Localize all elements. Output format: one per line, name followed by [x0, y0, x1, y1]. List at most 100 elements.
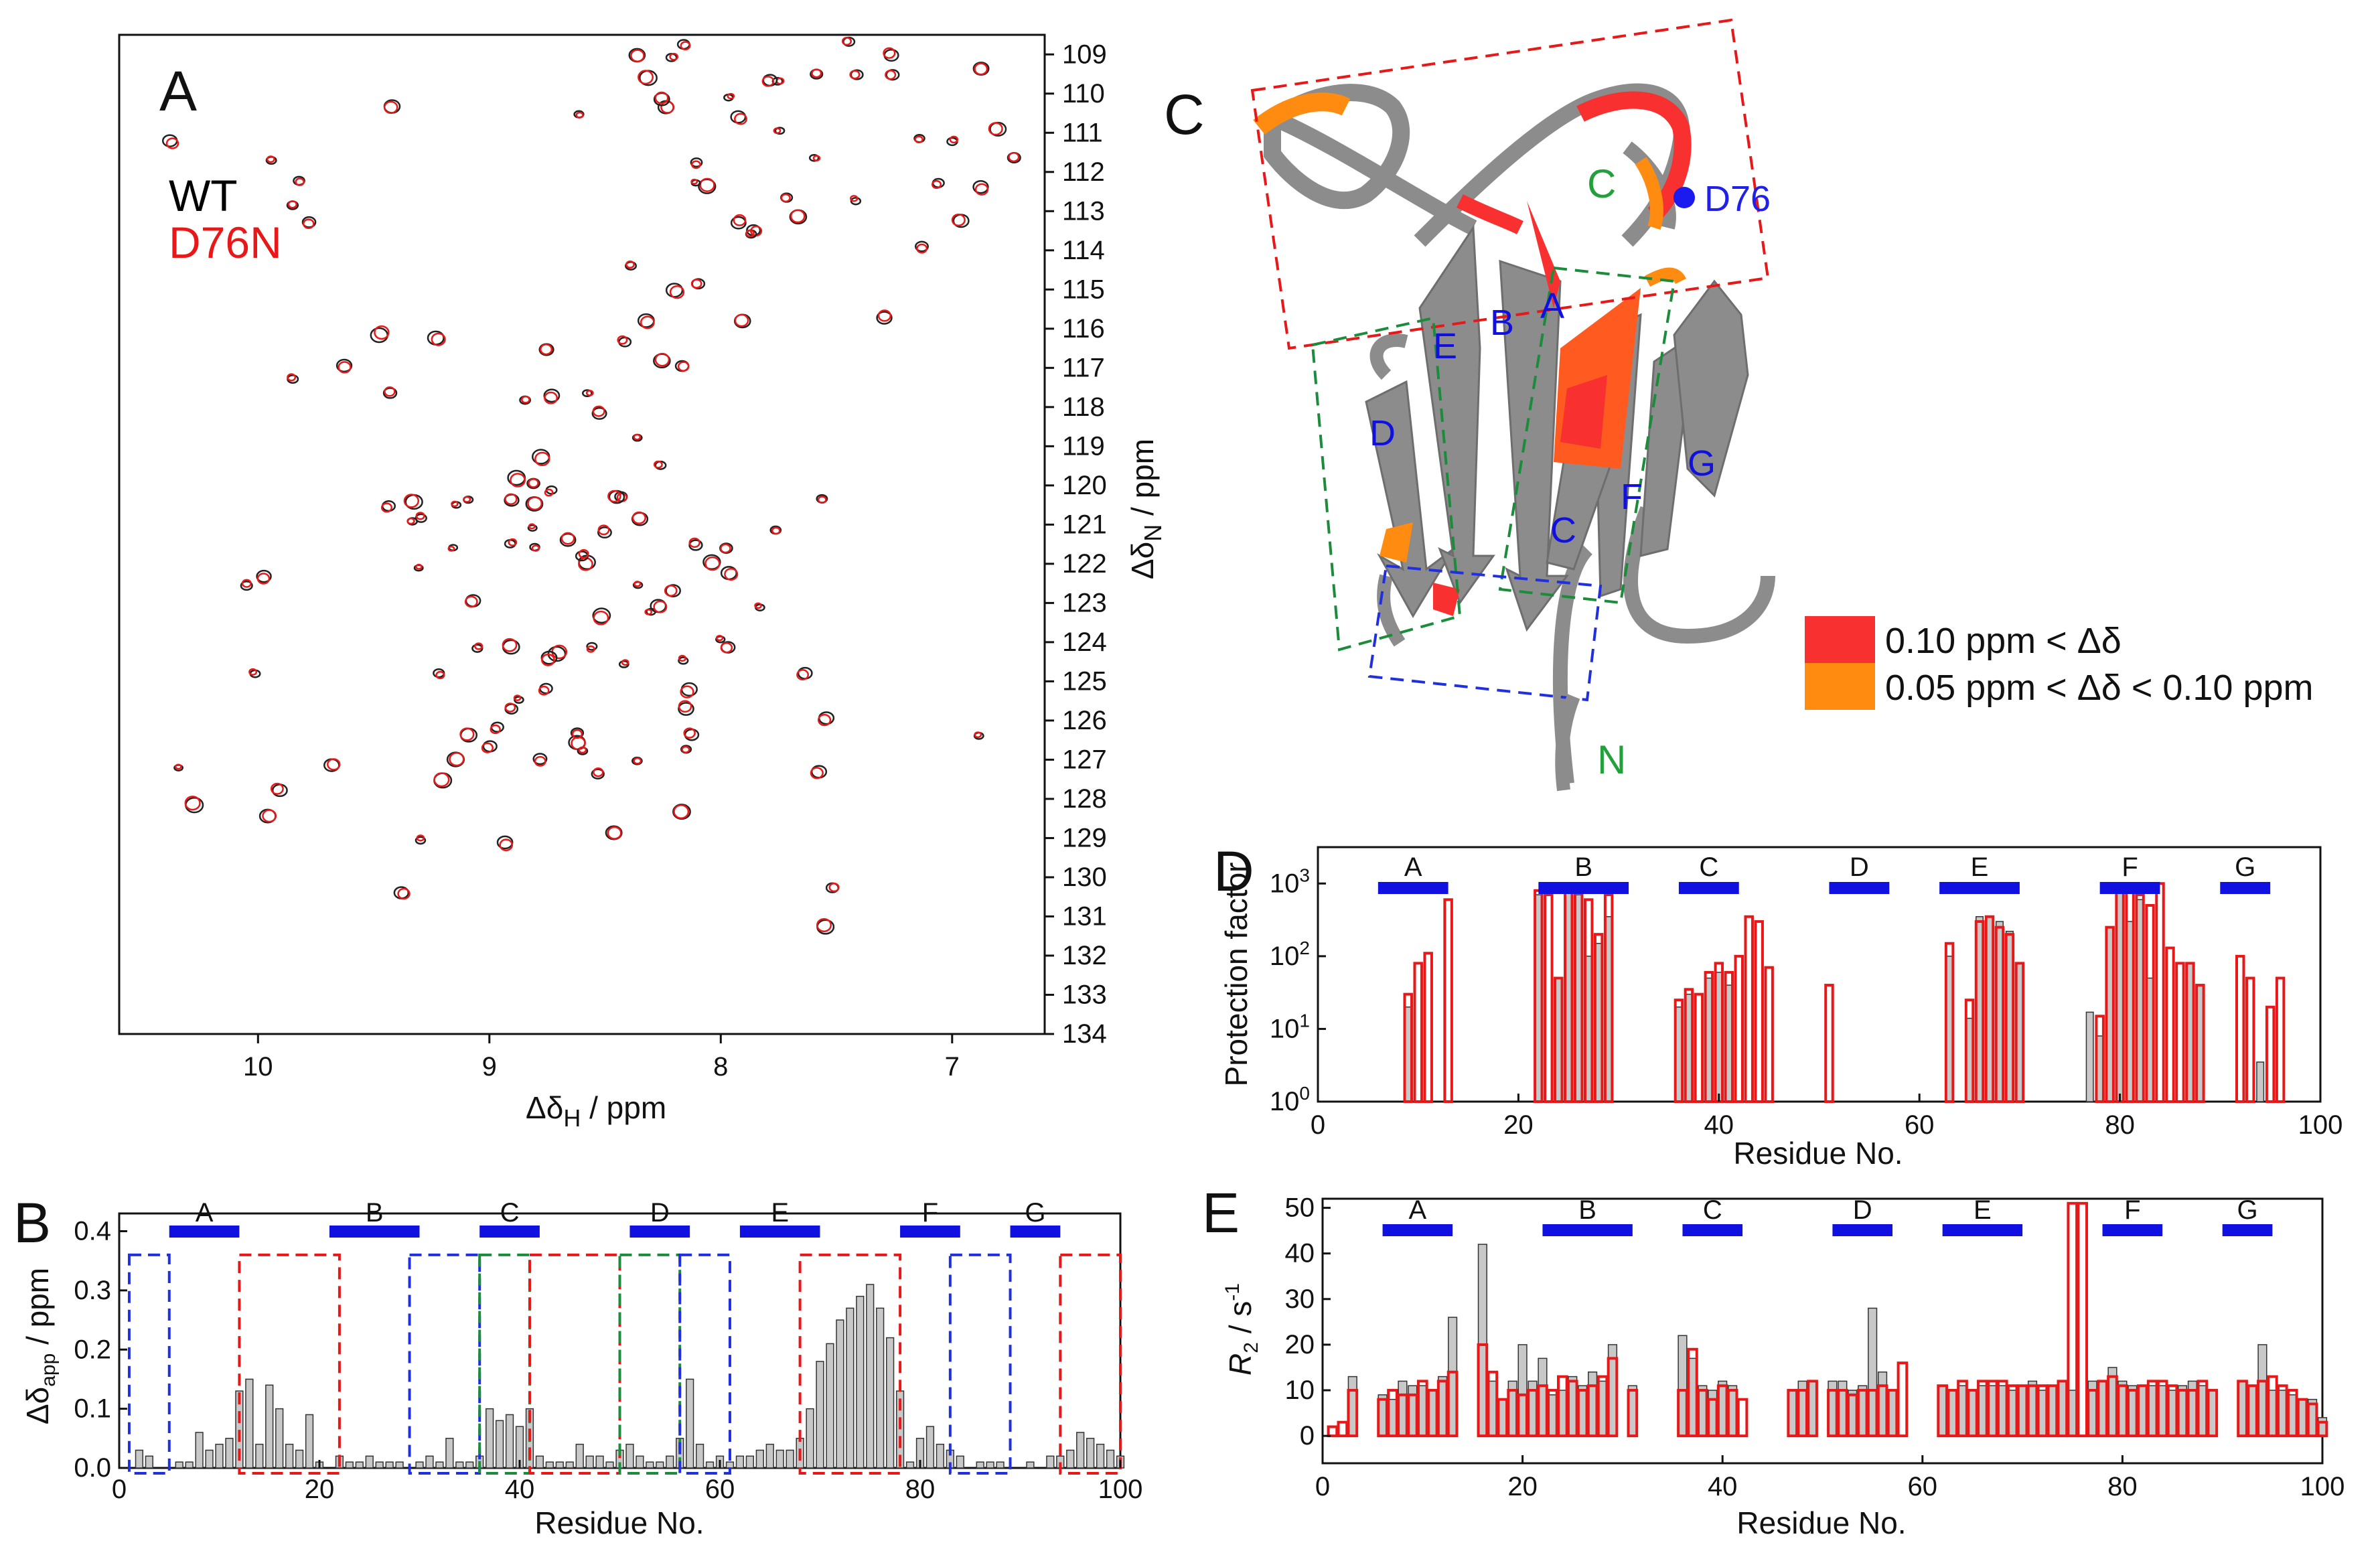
- d76n-bar: [1947, 1389, 1958, 1438]
- panel-e-x-title: Residue No.: [1736, 1505, 1906, 1540]
- strand-name: G: [1025, 1198, 1045, 1228]
- d76n-peak: [780, 193, 791, 203]
- d76n-peak: [633, 757, 642, 765]
- d76n-peak: [473, 642, 484, 650]
- d76n-peak: [374, 325, 390, 340]
- d76n-bar: [2276, 1384, 2288, 1438]
- region-box-red: [1059, 1253, 1122, 1475]
- d76n-bar: [1497, 1398, 1509, 1438]
- d76n-peak: [654, 91, 669, 104]
- residue-bar: [986, 1461, 994, 1469]
- d76n-bar: [1694, 992, 1704, 1103]
- y-tick-label: 133: [1062, 980, 1107, 1009]
- d76n-bar: [1446, 1370, 1459, 1438]
- d76n-peak: [256, 573, 271, 585]
- d76n-bar: [1527, 1389, 1538, 1438]
- d76n-bar: [2146, 1380, 2158, 1438]
- d76n-peak: [397, 887, 411, 900]
- d76n-bar: [1413, 962, 1423, 1103]
- d76n-bar: [1726, 1389, 1738, 1438]
- d76n-bar: [1964, 998, 1975, 1103]
- panel-a-x-ticks: 10 9 8 7: [243, 1034, 960, 1082]
- d76n-bar: [2245, 976, 2255, 1103]
- c-terminus-label: C: [1587, 161, 1616, 206]
- residue-bar: [625, 1443, 634, 1469]
- x-tick-label: 20: [305, 1475, 335, 1504]
- panel-b-label: B: [13, 1191, 51, 1254]
- residue-bar: [495, 1420, 504, 1469]
- strand-label-a: A: [1540, 286, 1564, 326]
- wt-peak: [592, 607, 611, 624]
- wt-peak: [808, 154, 820, 162]
- panel-c-green-box-left: [1311, 316, 1462, 652]
- d76n-peak: [262, 809, 277, 823]
- residue-bar: [745, 1455, 754, 1469]
- d76n-bar: [1554, 976, 1564, 1103]
- strand-name: E: [1974, 1195, 1992, 1225]
- d76n-peak: [625, 261, 635, 269]
- d76n-bar: [1603, 893, 1614, 1103]
- y-tick-label: 114: [1062, 236, 1105, 265]
- strand-label-e: E: [1433, 326, 1457, 366]
- d76n-bar: [2047, 1384, 2059, 1438]
- residue-bar: [245, 1378, 254, 1469]
- x-tick-label: 10: [243, 1052, 273, 1082]
- d76n-peak: [720, 642, 733, 654]
- wt-peak: [415, 513, 427, 523]
- d76n-bar: [1596, 1375, 1609, 1438]
- strand-name: G: [2237, 1195, 2257, 1225]
- panel-d-x-ticks: 0 20 40 60 80 100: [1311, 1094, 2342, 1140]
- residue-bar: [1066, 1449, 1075, 1469]
- residue-bar: [976, 1461, 984, 1469]
- x-tick-label: 40: [1708, 1472, 1738, 1501]
- d76n-peak: [734, 313, 749, 327]
- y-tick-label: 40: [1285, 1239, 1315, 1268]
- d76n-peak: [790, 209, 806, 224]
- wt-peak: [240, 581, 253, 591]
- d76n-bar: [1797, 1389, 1808, 1438]
- legend-swatch-red: [1805, 616, 1875, 663]
- d76n-bar: [2077, 1201, 2089, 1438]
- residue-bar: [345, 1461, 354, 1469]
- residue-bar: [1076, 1432, 1085, 1469]
- y-tick-base: 10: [1270, 942, 1300, 971]
- y-tick-label: 123: [1062, 588, 1107, 617]
- strand-bar: [2220, 882, 2271, 894]
- residue-bar: [846, 1307, 854, 1469]
- d76n-bar: [1967, 1389, 1978, 1438]
- legend-wt: WT: [169, 171, 238, 220]
- strand-label-c: C: [1550, 510, 1576, 550]
- residue-bar: [385, 1461, 394, 1469]
- d76n-peak: [403, 494, 419, 508]
- wt-peak: [690, 157, 703, 168]
- residue-bar: [305, 1414, 314, 1469]
- d76n-peak: [974, 183, 989, 196]
- residue-bar: [425, 1455, 434, 1469]
- d76n-peak: [607, 490, 621, 503]
- region-box-green: [618, 1253, 682, 1475]
- wt-peak: [256, 569, 272, 583]
- panel-d-frame: [1317, 846, 2322, 1103]
- residue-bar: [365, 1455, 374, 1469]
- d76n-peak: [447, 545, 455, 552]
- d76n-bar: [1327, 1425, 1339, 1438]
- wt-peak: [774, 127, 786, 135]
- strand-bar: [1678, 882, 1739, 894]
- d76n-bar: [2265, 1005, 2276, 1104]
- y-tick-label: 117: [1062, 353, 1105, 382]
- d76n-bar: [1397, 1393, 1408, 1438]
- residue-bar: [445, 1438, 454, 1469]
- y-tick-base: 10: [1270, 1014, 1300, 1043]
- d76n-peak: [531, 544, 540, 552]
- y-tick-label: 130: [1062, 863, 1107, 892]
- d76n-peak: [734, 113, 747, 125]
- d76n-peak: [415, 512, 425, 520]
- wt-peak: [471, 644, 484, 653]
- residue-bar: [836, 1319, 844, 1469]
- d76n-bar: [1403, 992, 1413, 1103]
- d76n-bar: [2006, 1384, 2018, 1438]
- strand-bar: [1832, 1224, 1893, 1236]
- d76n-peak: [380, 502, 393, 513]
- d76n-peak: [338, 361, 352, 374]
